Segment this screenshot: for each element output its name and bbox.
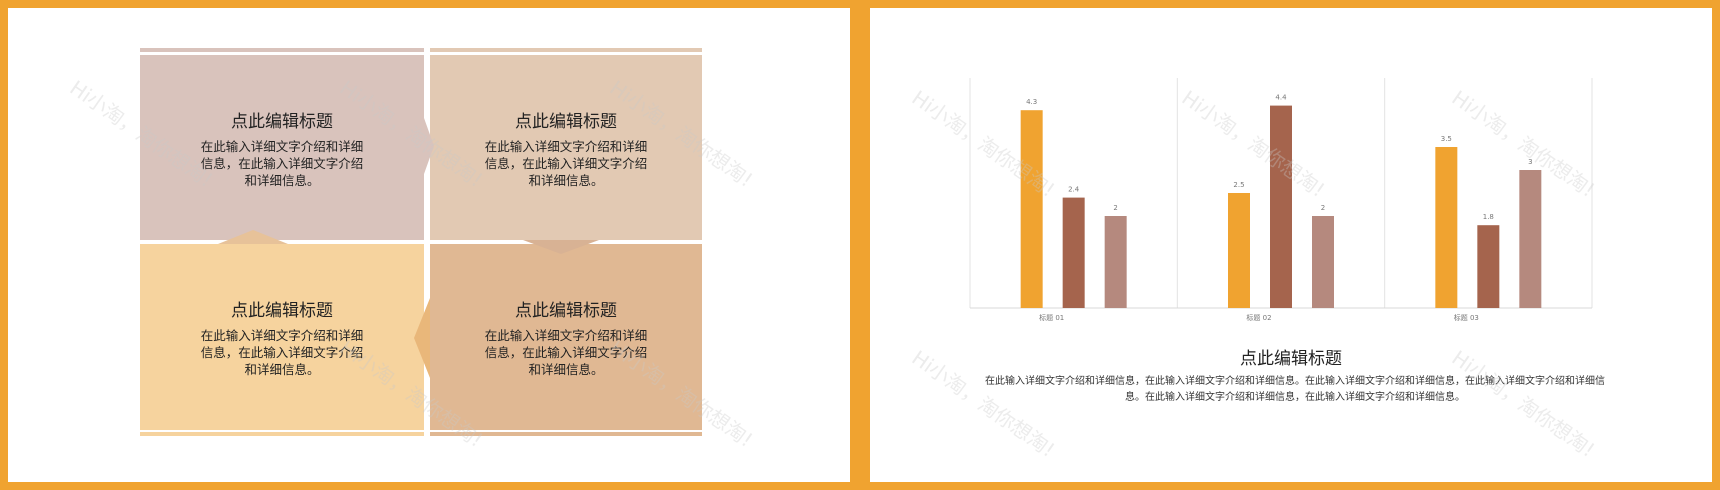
category-label: 标题 02 [1246, 313, 1271, 322]
data-label: 2 [1321, 204, 1325, 212]
top-strip-right [430, 48, 702, 52]
bar-chart: 4.3 2.4 2 标题 01 2.5 4.4 2 标题 02 3.5 1.8 3 标题 03 [969, 78, 1593, 322]
quad-title: 点此编辑标题 [231, 301, 333, 321]
data-label: 1.8 [1483, 213, 1494, 221]
category-label: 标题 01 [1039, 313, 1064, 322]
quad-top-right[interactable]: 点此编辑标题 在此输入详细文字介绍和详细信息，在此输入详细文字介绍和详细信息。 [430, 55, 702, 240]
data-label: 3.5 [1441, 135, 1452, 143]
quad-text: 在此输入详细文字介绍和详细信息，在此输入详细文字介绍和详细信息。 [484, 328, 648, 377]
quad-bottom-right[interactable]: 点此编辑标题 在此输入详细文字介绍和详细信息，在此输入详细文字介绍和详细信息。 [430, 244, 702, 430]
data-label: 3 [1528, 158, 1532, 166]
bar [1020, 110, 1043, 308]
bar [1228, 193, 1250, 308]
quad-text: 在此输入详细文字介绍和详细信息，在此输入详细文字介绍和详细信息。 [200, 328, 364, 377]
arrow-down-icon [523, 240, 599, 254]
bar [1312, 216, 1334, 308]
data-label: 2.4 [1068, 186, 1080, 194]
category-label: 标题 03 [1454, 313, 1479, 322]
data-label: 2 [1113, 204, 1117, 212]
arrow-up-icon [218, 230, 288, 244]
bottom-strip-right [430, 432, 702, 436]
quad-bottom-left[interactable]: 点此编辑标题 在此输入详细文字介绍和详细信息，在此输入详细文字介绍和详细信息。 [140, 244, 424, 430]
bar [1062, 197, 1085, 308]
data-label: 2.5 [1233, 181, 1244, 189]
chart-description[interactable]: 在此输入详细文字介绍和详细信息，在此输入详细文字介绍和详细信息。在此输入详细文字… [985, 376, 1605, 403]
top-strip-left [140, 48, 424, 52]
quad-title: 点此编辑标题 [231, 111, 333, 132]
bar [1477, 225, 1500, 308]
bar [1270, 105, 1292, 308]
quad-text: 在此输入详细文字介绍和详细信息，在此输入详细文字介绍和详细信息。 [484, 138, 648, 188]
quad-top-left[interactable]: 点此编辑标题 在此输入详细文字介绍和详细信息，在此输入详细文字介绍和详细信息。 [140, 55, 424, 240]
bar [1435, 147, 1458, 308]
slide-bar-chart: 4.3 2.4 2 标题 01 2.5 4.4 2 标题 02 3.5 1.8 3 标题 03 点此编… [870, 8, 1712, 482]
data-label: 4.4 [1275, 94, 1287, 102]
quad-title: 点此编辑标题 [515, 111, 617, 132]
arrow-right-icon [424, 118, 434, 174]
bottom-strip-left [140, 432, 424, 436]
quad-title: 点此编辑标题 [515, 301, 617, 321]
chart-section-title[interactable]: 点此编辑标题 [1240, 349, 1342, 369]
slide-quad-layout: 点此编辑标题 在此输入详细文字介绍和详细信息，在此输入详细文字介绍和详细信息。 … [8, 8, 850, 482]
quad-text: 在此输入详细文字介绍和详细信息，在此输入详细文字介绍和详细信息。 [200, 138, 364, 188]
bar [1519, 170, 1542, 308]
bar [1104, 216, 1127, 308]
data-label: 4.3 [1026, 98, 1037, 106]
arrow-left-icon [414, 298, 430, 378]
